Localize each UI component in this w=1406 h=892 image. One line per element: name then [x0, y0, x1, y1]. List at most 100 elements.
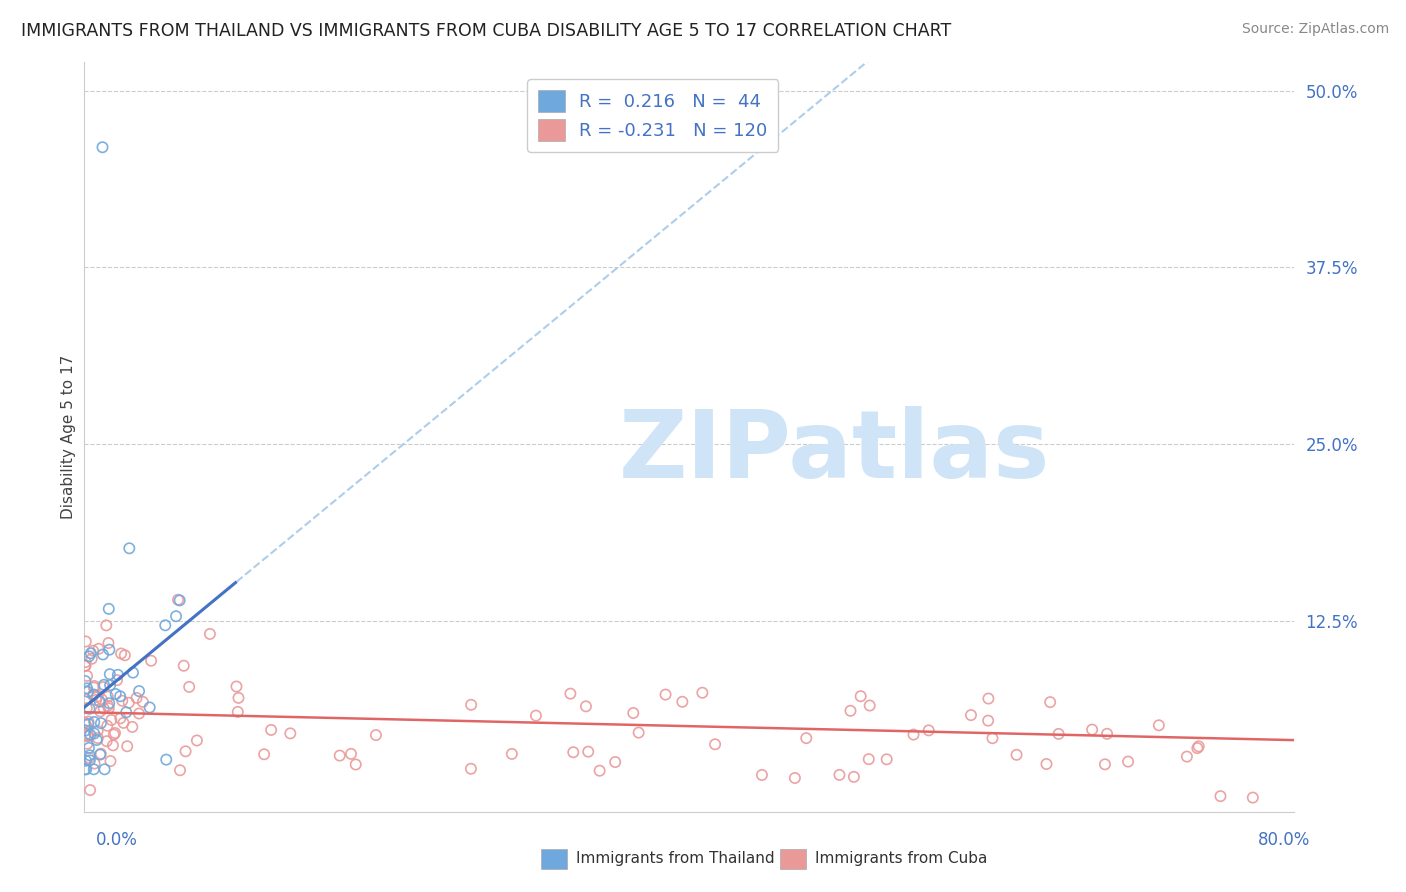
Point	[76, 681, 98, 696]
Point	[100, 754, 122, 768]
Point	[576, 745, 599, 759]
Point	[1147, 718, 1170, 732]
Point	[560, 687, 582, 701]
Point	[77, 717, 100, 731]
Text: ZIPatlas: ZIPatlas	[619, 406, 1050, 498]
Point	[226, 705, 249, 719]
Point	[125, 690, 148, 705]
Point	[121, 720, 143, 734]
Point	[562, 745, 585, 759]
Text: IMMIGRANTS FROM THAILAND VS IMMIGRANTS FROM CUBA DISABILITY AGE 5 TO 17 CORRELAT: IMMIGRANTS FROM THAILAND VS IMMIGRANTS F…	[21, 22, 952, 40]
Point	[173, 658, 195, 673]
Point	[105, 673, 128, 688]
Point	[128, 706, 150, 721]
Point	[73, 762, 96, 776]
Point	[98, 678, 121, 692]
Point	[77, 685, 100, 699]
Point	[524, 708, 547, 723]
Point	[115, 706, 138, 720]
Point	[671, 695, 693, 709]
Y-axis label: Disability Age 5 to 17: Disability Age 5 to 17	[60, 355, 76, 519]
Point	[960, 708, 983, 723]
Point	[839, 704, 862, 718]
Point	[75, 723, 97, 738]
Point	[91, 680, 114, 694]
Point	[1035, 757, 1057, 772]
Point	[1094, 757, 1116, 772]
Point	[783, 771, 806, 785]
Point	[876, 752, 898, 766]
Point	[84, 693, 107, 707]
Point	[169, 593, 191, 607]
Point	[79, 728, 101, 742]
Point	[93, 762, 115, 776]
Point	[112, 715, 135, 730]
Point	[654, 688, 676, 702]
Point	[198, 627, 221, 641]
Point	[340, 747, 363, 761]
Point	[751, 768, 773, 782]
Point	[118, 541, 141, 556]
Point	[89, 747, 111, 762]
Point	[75, 692, 97, 706]
Point	[79, 748, 101, 763]
Point	[75, 762, 97, 776]
Point	[344, 757, 367, 772]
Point	[918, 723, 941, 738]
Point	[103, 727, 125, 741]
Text: Immigrants from Thailand: Immigrants from Thailand	[576, 851, 775, 865]
Point	[79, 783, 101, 797]
Text: 80.0%: 80.0%	[1258, 831, 1310, 849]
Point	[849, 690, 872, 704]
Point	[91, 648, 114, 662]
Point	[794, 731, 817, 745]
Point	[460, 698, 482, 712]
Point	[155, 618, 177, 632]
Point	[1039, 695, 1062, 709]
Point	[87, 731, 110, 745]
Point	[1116, 755, 1139, 769]
Point	[1188, 739, 1211, 754]
Point	[186, 733, 208, 747]
Point	[1081, 723, 1104, 737]
Point	[627, 725, 650, 739]
Point	[501, 747, 523, 761]
Point	[89, 694, 111, 708]
Point	[86, 690, 108, 704]
Text: Source: ZipAtlas.com: Source: ZipAtlas.com	[1241, 22, 1389, 37]
Point	[77, 729, 100, 743]
Point	[859, 698, 882, 713]
Point	[1005, 747, 1028, 762]
Point	[93, 702, 115, 716]
Point	[278, 726, 301, 740]
Point	[82, 644, 104, 658]
Point	[460, 762, 482, 776]
Point	[329, 748, 352, 763]
Point	[977, 691, 1000, 706]
Point	[76, 701, 98, 715]
Point	[96, 618, 118, 632]
Point	[114, 648, 136, 663]
Point	[77, 740, 100, 755]
Point	[90, 692, 112, 706]
Point	[97, 701, 120, 715]
Point	[82, 688, 104, 702]
Point	[1175, 749, 1198, 764]
Point	[101, 739, 124, 753]
Point	[75, 655, 97, 669]
Point	[75, 728, 97, 742]
Legend: R =  0.216   N =  44, R = -0.231   N = 120: R = 0.216 N = 44, R = -0.231 N = 120	[527, 79, 779, 152]
Point	[98, 667, 121, 681]
Point	[228, 690, 250, 705]
Point	[122, 665, 145, 680]
Point	[83, 679, 105, 693]
Point	[692, 686, 714, 700]
Point	[858, 752, 880, 766]
Point	[80, 646, 103, 660]
Point	[167, 592, 190, 607]
Point	[79, 751, 101, 765]
Point	[100, 713, 122, 727]
Point	[107, 668, 129, 682]
Point	[110, 711, 132, 725]
Point	[108, 690, 131, 704]
